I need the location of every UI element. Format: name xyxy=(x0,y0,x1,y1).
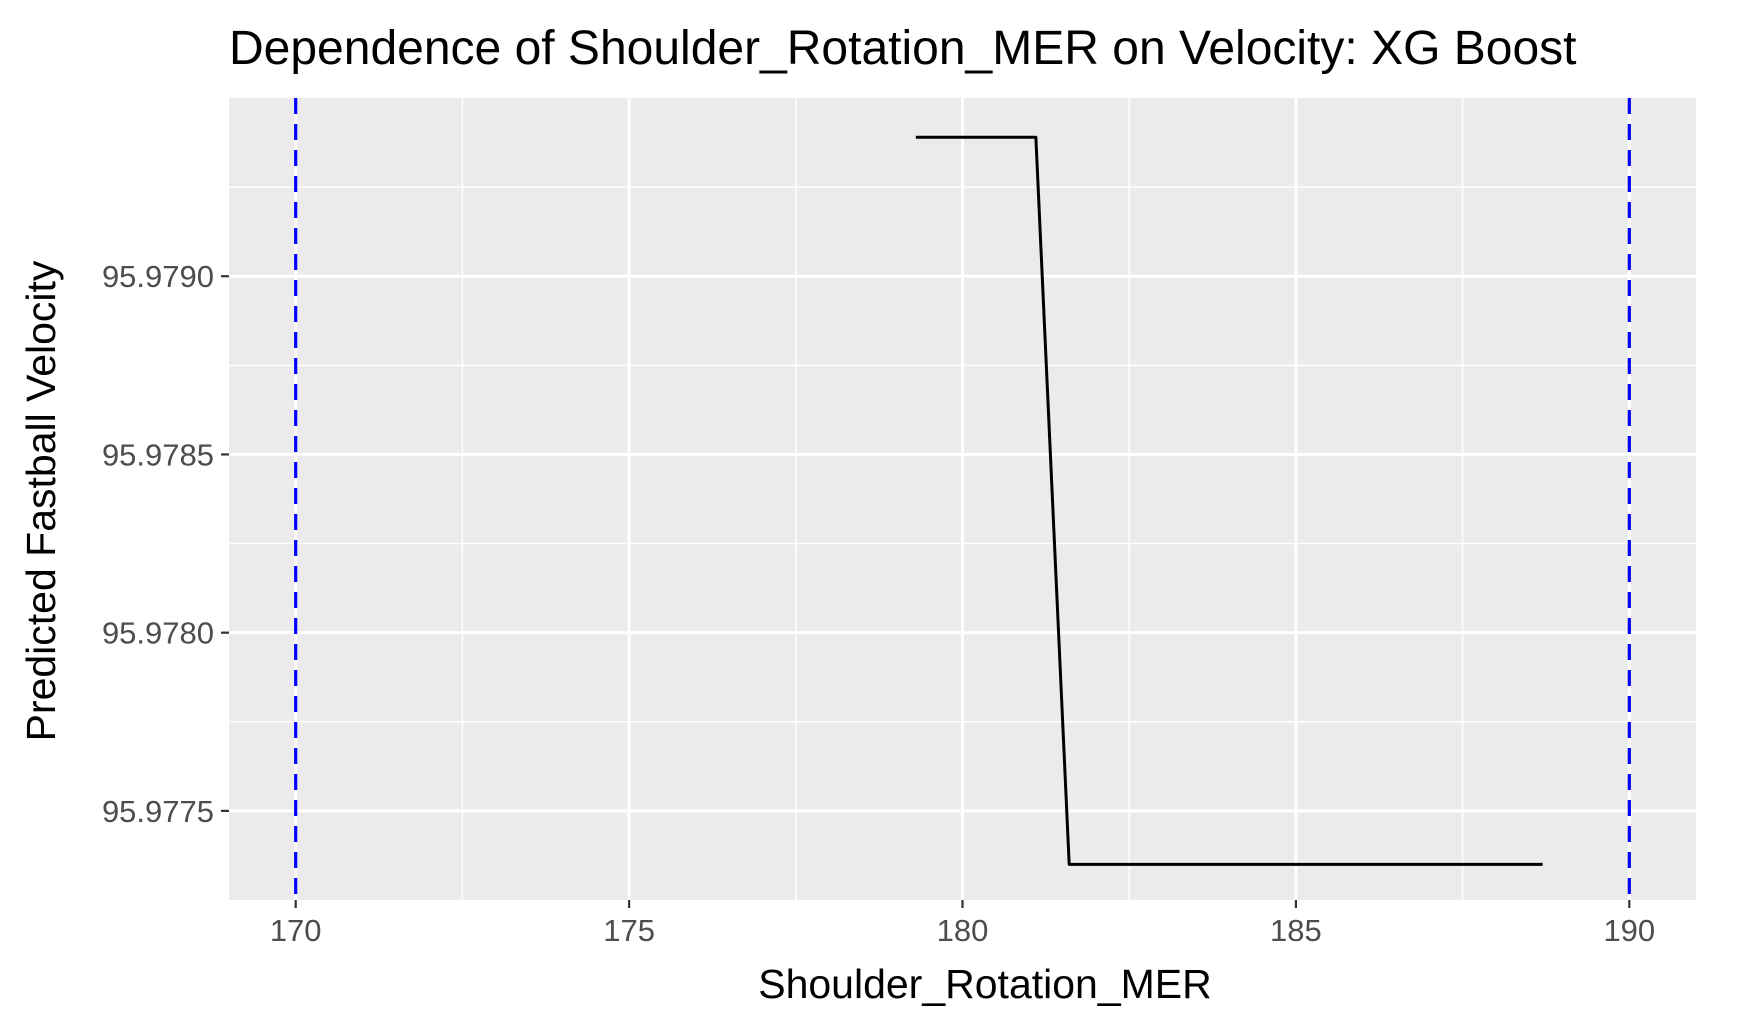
x-tick-label: 185 xyxy=(1270,913,1322,948)
x-tick-label: 180 xyxy=(937,913,989,948)
y-axis: 95.9775 95.9780 95.9785 95.9790 xyxy=(102,259,229,829)
y-axis-title: Predicted Fastball Velocity xyxy=(18,260,64,741)
x-axis-title: Shoulder_Rotation_MER xyxy=(758,961,1212,1007)
x-axis: 170 175 180 185 190 xyxy=(270,900,1655,948)
y-tick-label: 95.9785 xyxy=(102,437,214,472)
series-layer xyxy=(915,135,1543,866)
x-tick-label: 175 xyxy=(603,913,655,948)
y-tick-label: 95.9780 xyxy=(102,616,214,651)
reference-lines xyxy=(294,98,1631,900)
chart-title: Dependence of Shoulder_Rotation_MER on V… xyxy=(229,22,1577,75)
y-tick-label: 95.9790 xyxy=(102,259,214,294)
y-tick-label: 95.9775 xyxy=(102,794,214,829)
x-tick-label: 170 xyxy=(270,913,322,948)
series-line-0 xyxy=(915,135,1543,866)
x-tick-label: 190 xyxy=(1603,913,1655,948)
